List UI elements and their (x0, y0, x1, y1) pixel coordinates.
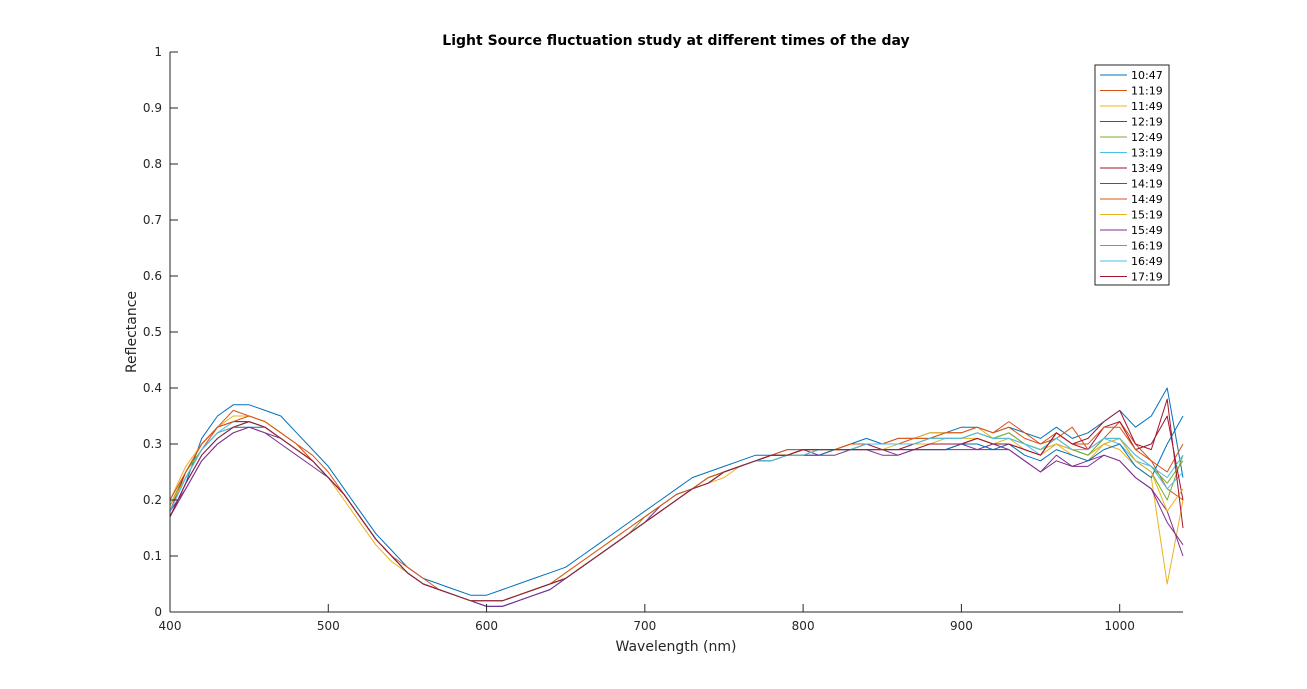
x-tick-label: 900 (950, 619, 973, 633)
y-tick-label: 0.3 (143, 437, 162, 451)
chart-title: Light Source fluctuation study at differ… (442, 33, 909, 49)
x-axis-title: Wavelength (nm) (616, 639, 737, 655)
legend-label: 13:19 (1131, 147, 1163, 160)
series-line-1719 (169, 398, 1184, 602)
legend-label: 14:19 (1131, 178, 1163, 191)
legend-box (1094, 64, 1170, 286)
y-tick-label: 0.1 (143, 549, 162, 563)
series-line-1047 (169, 387, 1184, 596)
legend-label: 10:47 (1131, 69, 1163, 82)
y-ticks: 0 0.1 0.2 0.3 0.4 0.5 0.6 0.7 0.8 0.9 1 (143, 45, 178, 619)
legend-label: 12:49 (1131, 131, 1163, 144)
legend: 10:47 11:19 11:49 12:19 12:49 13:19 13:49 14:19… (1094, 64, 1170, 286)
x-tick-label: 800 (792, 619, 815, 633)
x-ticks: 400 500 600 700 800 900 1000 (159, 604, 1135, 633)
y-tick-label: 0.5 (143, 325, 162, 339)
y-tick-label: 0.2 (143, 493, 162, 507)
x-tick-label: 500 (317, 619, 340, 633)
x-tick-label: 1000 (1104, 619, 1135, 633)
legend-label: 12:19 (1131, 116, 1163, 129)
x-tick-label: 400 (159, 619, 182, 633)
legend-label: 13:49 (1131, 162, 1163, 175)
y-tick-label: 1 (154, 45, 162, 59)
plot-area (169, 387, 1184, 607)
x-tick-label: 600 (475, 619, 498, 633)
legend-label: 16:19 (1131, 240, 1163, 253)
legend-label: 11:19 (1131, 85, 1163, 98)
legend-label: 14:49 (1131, 193, 1163, 206)
y-tick-label: 0.4 (143, 381, 162, 395)
legend-label: 17:19 (1131, 271, 1163, 284)
legend-label: 11:49 (1131, 100, 1163, 113)
legend-label: 15:49 (1131, 224, 1163, 237)
y-tick-label: 0.7 (143, 213, 162, 227)
x-tick-label: 700 (633, 619, 656, 633)
legend-label: 15:19 (1131, 209, 1163, 222)
legend-label: 16:49 (1131, 255, 1163, 268)
y-tick-label: 0.9 (143, 101, 162, 115)
y-tick-label: 0 (154, 605, 162, 619)
y-tick-label: 0.8 (143, 157, 162, 171)
y-axis-title: Reflectance (124, 291, 140, 373)
y-tick-label: 0.6 (143, 269, 162, 283)
